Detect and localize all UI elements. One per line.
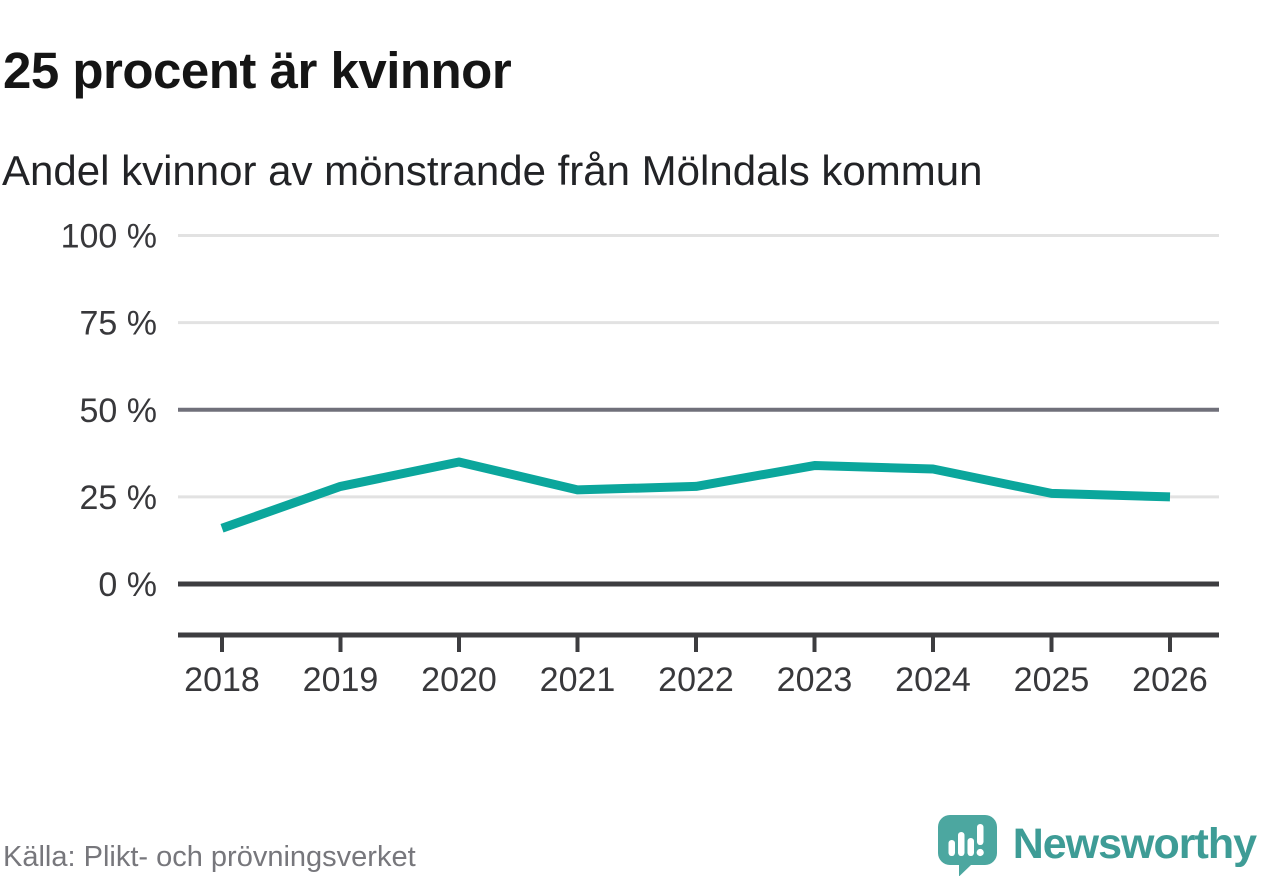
x-tick-label: 2020	[421, 661, 497, 699]
y-tick-label: 50 %	[80, 392, 158, 430]
x-tick-label: 2024	[895, 661, 971, 699]
x-tick-label: 2026	[1132, 661, 1208, 699]
y-tick-label: 75 %	[80, 305, 158, 343]
x-tick-label: 2025	[1014, 661, 1090, 699]
x-tick-label: 2022	[658, 661, 734, 699]
source-text: Källa: Plikt- och prövningsverket	[3, 841, 416, 873]
line-chart: 0 % 25 % 50 % 75 % 100 % 2018 2019 2020 2021 2022…	[61, 218, 1219, 699]
data-line-andel-kvinnor-av-mönstrande	[220, 457, 1171, 533]
y-tick-label: 25 %	[80, 479, 158, 517]
x-tick-label: 2023	[777, 661, 853, 699]
y-tick-label: 0 %	[98, 566, 157, 604]
chart-subtitle: Andel kvinnor av mönstrande från Mölndal…	[2, 147, 983, 194]
x-tick-label: 2021	[540, 661, 616, 699]
x-tick-label: 2018	[184, 661, 260, 699]
x-tick-label: 2019	[303, 661, 379, 699]
y-tick-label: 100 %	[61, 218, 157, 256]
brand-logo: Newsworthy	[936, 812, 1257, 876]
chart-title: 25 procent är kvinnor	[3, 42, 512, 100]
brand-name: Newsworthy	[1012, 819, 1257, 868]
speech-bubble-bar-chart-icon	[937, 814, 997, 876]
